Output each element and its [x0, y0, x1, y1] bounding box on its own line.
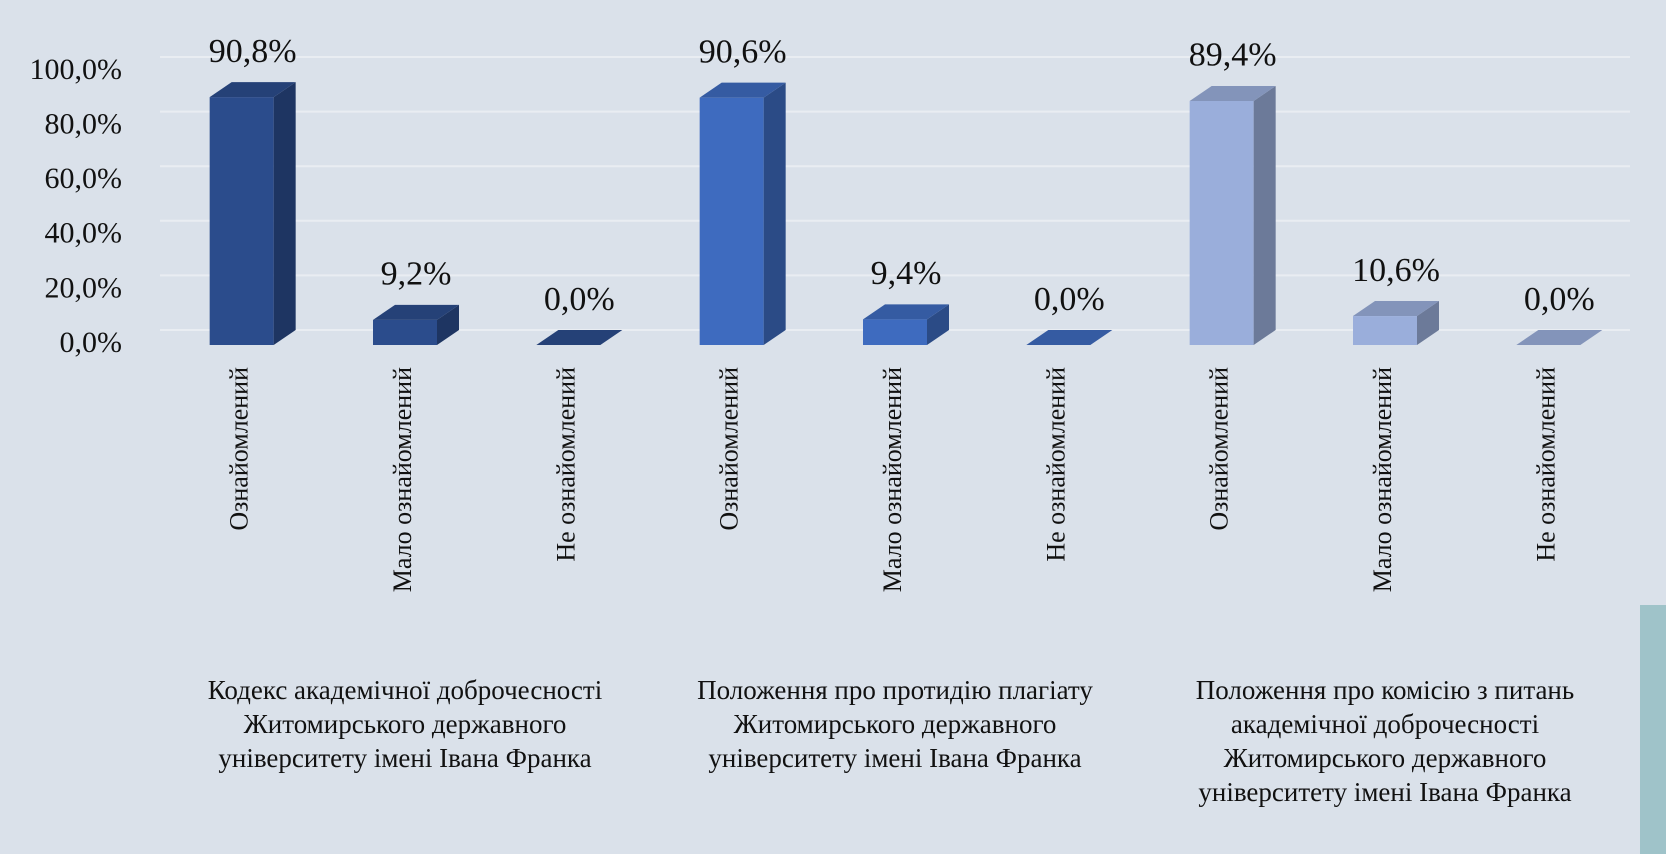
bar-front [209, 97, 274, 345]
bar-side [763, 82, 786, 346]
bar-top [209, 82, 296, 98]
value-label: 9,2% [381, 256, 452, 293]
x-tick-label: Ознайомлений [225, 367, 254, 531]
value-label: 0,0% [1034, 281, 1105, 318]
bar-front [373, 319, 437, 345]
bar-side [1417, 301, 1439, 345]
bar-side [273, 82, 296, 345]
value-label: 9,4% [871, 255, 942, 292]
group-label: Положення про комісію з питань академічн… [1195, 675, 1575, 807]
bar-front [699, 97, 764, 345]
y-tick-label: 0,0% [60, 326, 123, 359]
bar-front [1189, 100, 1254, 345]
group-label: Кодекс академічної доброчесності Житомир… [207, 675, 603, 773]
x-tick-label: Не ознайомлений [551, 367, 580, 562]
value-label: 0,0% [1524, 281, 1595, 318]
group-label: Положення про протидію плагіату Житомирс… [697, 675, 1093, 773]
bar-top [699, 82, 786, 98]
bar-side [927, 304, 949, 345]
y-tick-label: 100,0% [30, 53, 123, 86]
x-tick-label: Не ознайомлений [1531, 367, 1560, 562]
bar-top [373, 304, 459, 320]
bar-top [1516, 330, 1603, 345]
x-tick-label: Мало ознайомлений [388, 367, 417, 592]
bar-top [1026, 330, 1113, 345]
bar-top [1353, 301, 1439, 317]
value-label: 0,0% [544, 281, 615, 318]
y-tick-label: 40,0% [45, 217, 123, 250]
value-label: 90,6% [699, 33, 787, 70]
value-label: 89,4% [1189, 37, 1277, 74]
bar-front [863, 319, 927, 345]
x-tick-label: Ознайомлений [715, 367, 744, 531]
x-tick-label: Ознайомлений [1205, 367, 1234, 531]
decor-image [1640, 605, 1666, 854]
y-tick-label: 80,0% [45, 107, 123, 140]
bar-side [1253, 85, 1276, 346]
bar-side [437, 304, 459, 345]
value-label: 90,8% [209, 33, 297, 70]
y-tick-label: 20,0% [45, 271, 123, 304]
bar-top [536, 330, 623, 345]
bar-top [863, 304, 949, 320]
y-tick-label: 60,0% [45, 162, 123, 195]
x-tick-label: Мало ознайомлений [878, 367, 907, 592]
value-label: 10,6% [1352, 252, 1440, 289]
bar-front [1353, 316, 1417, 345]
bar-top [1189, 85, 1276, 101]
x-tick-label: Не ознайомлений [1041, 367, 1070, 562]
x-tick-label: Мало ознайомлений [1368, 367, 1397, 592]
